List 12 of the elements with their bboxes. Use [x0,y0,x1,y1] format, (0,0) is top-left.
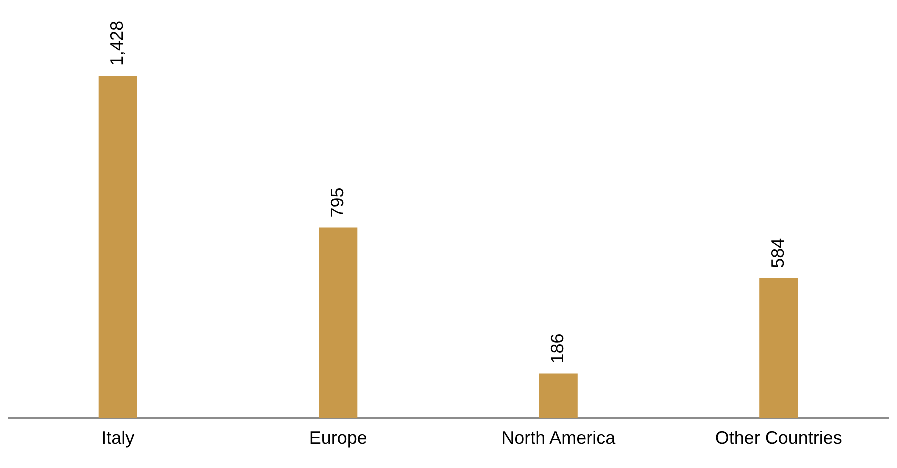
data-label: 1,428 [107,20,128,66]
bar [539,374,578,418]
bar [319,228,358,418]
data-label: 795 [327,188,348,218]
x-tick-label: Italy [102,428,135,448]
data-label: 186 [548,334,568,364]
bar [98,76,138,418]
x-tick-label: Other Countries [715,428,842,448]
data-label: 584 [768,238,788,268]
x-tick-label: Europe [309,428,368,448]
bar [760,278,798,418]
x-tick-label: North America [502,428,617,448]
